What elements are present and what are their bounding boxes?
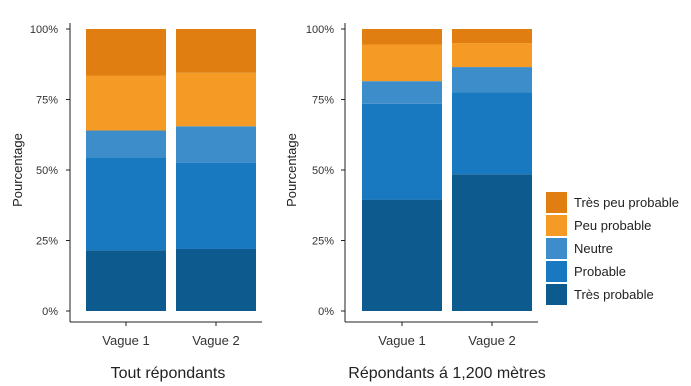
bar-segment-neutre [362, 81, 442, 104]
legend-label: Très probable [574, 287, 654, 302]
bar-segment-peu-probable [362, 44, 442, 82]
y-axis-title: Pourcentage [284, 133, 299, 207]
bar-segment-peu-probable [86, 75, 166, 131]
legend-swatch [546, 284, 567, 305]
bar-segment-très-probable [86, 250, 166, 311]
y-tick-label: 25% [312, 236, 334, 248]
x-tick-label: Vague 2 [468, 333, 515, 348]
x-tick-label: Vague 1 [378, 333, 425, 348]
bar-segment-probable [86, 157, 166, 251]
bar-segment-très-peu-probable [86, 29, 166, 76]
y-tick-label: 0% [42, 306, 58, 318]
y-tick-label: 50% [36, 165, 58, 177]
bar-segment-neutre [176, 126, 256, 163]
bar-segment-très-probable [362, 199, 442, 311]
legend-swatch [546, 215, 567, 236]
y-tick-label: 100% [30, 24, 58, 36]
legend-swatch [546, 238, 567, 259]
bar-segment-très-probable [176, 248, 256, 311]
x-tick-label: Vague 2 [192, 333, 239, 348]
y-tick-label: 75% [36, 95, 58, 107]
legend-label: Neutre [574, 241, 613, 256]
y-tick-label: 25% [36, 236, 58, 248]
chart-panel-2: 0% 25% 50% 75% 100% Pourcentage Vague 1 Vague 2… [284, 23, 546, 382]
y-tick-label: 0% [318, 306, 334, 318]
legend-swatch [546, 261, 567, 282]
y-tick-label: 75% [312, 95, 334, 107]
bar-segment-neutre [86, 130, 166, 158]
bar-segment-neutre [452, 67, 532, 93]
bar-segment-très-peu-probable [362, 29, 442, 45]
bar-segment-très-probable [452, 174, 532, 311]
chart-panel-1: 0% 25% 50% 75% 100% Pourcentage Vague 1 Vague 2… [10, 23, 262, 382]
bar-segment-peu-probable [452, 43, 532, 68]
legend-label: Très peu probable [574, 195, 679, 210]
bar-segment-peu-probable [176, 72, 256, 127]
bar-segment-très-peu-probable [452, 29, 532, 44]
y-axis-title: Pourcentage [10, 133, 25, 207]
legend-label: Peu probable [574, 218, 651, 233]
y-tick-label: 100% [306, 24, 334, 36]
bar-segment-probable [362, 103, 442, 200]
y-tick-label: 50% [312, 165, 334, 177]
chart-caption: Tout répondants [111, 365, 226, 382]
legend: Très peu probable Peu probable Neutre Proba… [546, 192, 679, 305]
legend-label: Probable [574, 264, 626, 279]
chart-caption: Répondants á 1,200 mètres [348, 365, 545, 382]
bar-segment-très-peu-probable [176, 29, 256, 73]
legend-swatch [546, 192, 567, 213]
bar-segment-probable [452, 92, 532, 175]
bar-segment-probable [176, 162, 256, 249]
x-tick-label: Vague 1 [102, 333, 149, 348]
